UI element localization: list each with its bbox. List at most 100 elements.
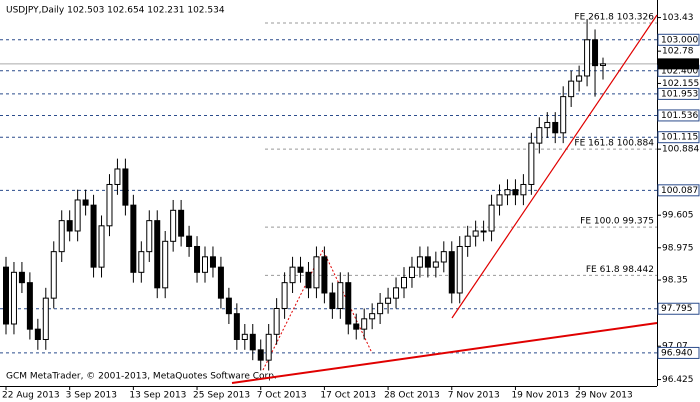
candle-body (369, 313, 376, 320)
candle-body (568, 80, 575, 98)
candle-body (528, 142, 535, 185)
candle-body (512, 189, 519, 196)
candle-body (480, 230, 487, 233)
candle-body (584, 39, 591, 77)
x-tick-label: 7 Nov 2013 (448, 391, 500, 401)
candle-body (432, 261, 439, 268)
candle-body (313, 256, 320, 289)
level-label: 103.000 (661, 35, 698, 45)
candle-body (297, 266, 304, 273)
candle-body (265, 333, 272, 361)
candle-body (496, 194, 503, 206)
candle-body (416, 256, 423, 268)
candle-body (74, 199, 81, 232)
trend-lines (231, 14, 658, 384)
candle-body (162, 240, 169, 289)
candle-body (289, 266, 296, 284)
level-label: 101.536 (661, 111, 698, 121)
fibo-expansion-line (262, 248, 373, 371)
candle-body (98, 225, 105, 268)
candle-body (233, 313, 240, 340)
candle-body (600, 63, 606, 66)
candle-body (257, 349, 264, 361)
candle-body (209, 256, 216, 268)
y-tick-label: 98.975 (662, 243, 694, 253)
candle-body (225, 297, 232, 315)
candle-body (385, 297, 392, 304)
candle-body (576, 75, 583, 82)
level-label-box (657, 33, 700, 46)
level-label-box (657, 302, 700, 315)
y-tick-label: 97.07 (662, 342, 688, 352)
candle-body (504, 189, 511, 196)
candle-body (90, 204, 97, 268)
level-label: 100.087 (661, 186, 698, 196)
x-tick-label: 28 Oct 2013 (384, 391, 440, 401)
candle-body (305, 271, 312, 289)
candle-body (345, 282, 352, 325)
candle-body (329, 292, 336, 309)
candle-body (440, 251, 447, 263)
candle-body (82, 199, 89, 206)
candle-body (241, 333, 248, 340)
candle-body (377, 302, 384, 315)
candle-body (273, 307, 280, 335)
x-tick-label: 29 Nov 2013 (575, 391, 633, 401)
rising-trendline (451, 14, 658, 319)
candle-body (337, 282, 344, 309)
level-label-box (657, 184, 700, 197)
support-trendline (231, 322, 658, 384)
fe-level-label: FE 100.0 99.375 (580, 217, 654, 227)
candle-body (544, 121, 551, 129)
y-tick-label: 96.425 (662, 375, 694, 385)
fe-level-label: FE 161.8 100.884 (574, 139, 654, 149)
x-tick-label: 3 Sep 2013 (66, 391, 117, 401)
candle-body (18, 271, 25, 284)
candle-body (66, 220, 73, 232)
candle-body (170, 209, 177, 242)
x-tick-label: 17 Oct 2013 (320, 391, 376, 401)
candle-body (146, 220, 153, 253)
candle-body (34, 328, 41, 340)
candle-body (552, 121, 559, 134)
candle-body (122, 168, 129, 206)
candle-body (130, 204, 137, 273)
level-label: 101.115 (661, 133, 698, 143)
candle-body (488, 204, 495, 232)
level-label: 102.400 (661, 66, 698, 76)
x-tick-label: 19 Nov 2013 (511, 391, 569, 401)
x-tick-label: 22 Aug 2013 (2, 391, 60, 401)
candle-body (106, 183, 113, 227)
candle-body (194, 245, 201, 273)
level-label: 97.795 (661, 304, 693, 314)
y-tick-label: 102.78 (662, 47, 694, 57)
candle-body (138, 251, 145, 273)
candle-body (448, 251, 455, 294)
chart-title: USDJPY,Daily 102.503 102.654 102.231 102… (6, 6, 225, 16)
level-label-box (657, 346, 700, 359)
fe-level-label: FE 61.8 98.442 (586, 265, 654, 275)
candle-body (58, 220, 65, 253)
candle-body (50, 251, 57, 299)
y-tick-label: 100.884 (662, 145, 699, 155)
level-label: 101.953 (661, 89, 698, 99)
candle-body (361, 318, 368, 330)
candle-body (424, 256, 431, 268)
candle-body (114, 168, 121, 185)
level-label-box (657, 109, 700, 122)
y-tick-label: 98.35 (662, 276, 688, 286)
x-tick-label: 25 Sep 2013 (193, 391, 250, 401)
candle-body (178, 209, 185, 237)
candle-body (217, 266, 224, 299)
candle-body (3, 266, 9, 325)
candle-body (26, 282, 33, 330)
candle-body (353, 323, 360, 330)
current-price-label: 102.534 (661, 59, 698, 69)
copyright: GCM MetaTrader, © 2001-2013, MetaQuotes … (6, 372, 277, 382)
level-label-box (657, 131, 700, 144)
y-tick-label: 102.155 (662, 79, 699, 89)
candle-body (401, 276, 407, 289)
candle-body (10, 271, 17, 325)
